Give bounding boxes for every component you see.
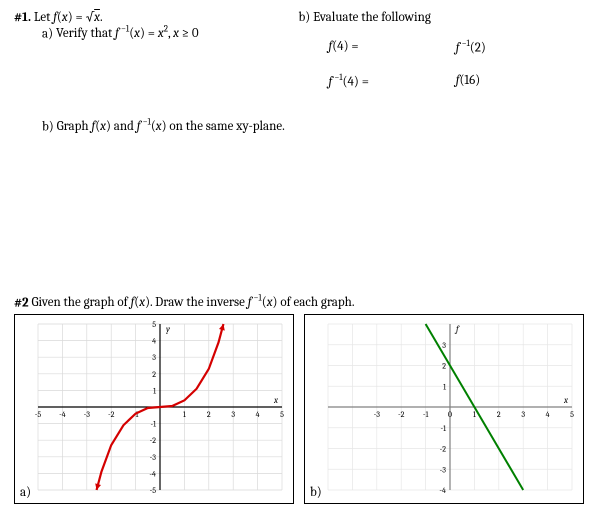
eval-item-0: f(4) = bbox=[329, 39, 456, 55]
eval-grid: f(4) = f −1(2) f −1(4) = f(16) bbox=[299, 39, 584, 90]
p1-let: Let f(x) = √x. bbox=[34, 10, 103, 25]
svg-text:2: 2 bbox=[497, 410, 501, 419]
svg-text:5: 5 bbox=[570, 410, 574, 419]
svg-text:3: 3 bbox=[231, 410, 235, 419]
p1-b-graph-label: b) bbox=[42, 119, 54, 134]
svg-text:-1: -1 bbox=[150, 420, 156, 429]
svg-text:0: 0 bbox=[448, 410, 452, 419]
svg-text:-1: -1 bbox=[440, 424, 446, 433]
svg-text:3: 3 bbox=[152, 354, 156, 363]
problem-2-heading: #2 Given the graph of f(x). Draw the inv… bbox=[14, 294, 583, 310]
eval-item-2: f −1(4) = bbox=[329, 73, 456, 89]
graph-a-label: a) bbox=[20, 485, 31, 500]
p1-num: #1. bbox=[14, 10, 31, 25]
svg-text:-2: -2 bbox=[440, 445, 447, 454]
svg-text:-5: -5 bbox=[150, 486, 157, 495]
eval-item-1: f −1(2) bbox=[456, 39, 583, 55]
svg-text:-2: -2 bbox=[150, 437, 157, 446]
svg-text:-4: -4 bbox=[59, 410, 66, 419]
svg-text:-4: -4 bbox=[439, 486, 446, 495]
graph-a-box: -5-4-3-2-112345-5-4-3-2-112345xy a) bbox=[14, 314, 294, 504]
eval-item-3: f(16) bbox=[456, 73, 583, 89]
svg-text:2: 2 bbox=[442, 362, 446, 371]
spacer bbox=[14, 134, 583, 294]
p1-part-b-graph: b) Graph f(x) and f −1(x) on the same xy… bbox=[42, 118, 583, 134]
p1-a-text: Verify that f −1(x) = x2, x ≥ 0 bbox=[56, 26, 199, 41]
p2-num: #2 bbox=[14, 295, 29, 310]
svg-text:4: 4 bbox=[256, 410, 260, 419]
svg-text:4: 4 bbox=[546, 410, 550, 419]
svg-text:1: 1 bbox=[183, 410, 186, 419]
svg-text:1: 1 bbox=[473, 410, 476, 419]
svg-text:-3: -3 bbox=[374, 410, 381, 419]
svg-text:-3: -3 bbox=[440, 466, 447, 475]
svg-text:-3: -3 bbox=[150, 453, 157, 462]
graphs-row: -5-4-3-2-112345-5-4-3-2-112345xy a) -3-2… bbox=[14, 314, 583, 504]
graph-b-svg: -3-2-1012345-4-3-2-1123xf bbox=[304, 314, 584, 504]
svg-text:-2: -2 bbox=[398, 410, 405, 419]
svg-text:2: 2 bbox=[207, 410, 211, 419]
svg-text:1: 1 bbox=[443, 383, 446, 392]
svg-text:-2: -2 bbox=[108, 410, 115, 419]
graph-a-svg: -5-4-3-2-112345-5-4-3-2-112345xy bbox=[14, 314, 294, 504]
problem-1: #1. Let f(x) = √x. a) Verify that f −1(x… bbox=[14, 10, 583, 90]
graph-b-label: b) bbox=[310, 485, 322, 500]
svg-text:2: 2 bbox=[152, 370, 156, 379]
p2-text: Given the graph of f(x). Draw the invers… bbox=[32, 295, 355, 310]
svg-text:-5: -5 bbox=[35, 410, 42, 419]
svg-text:3: 3 bbox=[521, 410, 525, 419]
svg-text:4: 4 bbox=[152, 337, 156, 346]
svg-text:1: 1 bbox=[153, 387, 156, 396]
svg-text:5: 5 bbox=[280, 410, 284, 419]
p1-b-eval-label: b) Evaluate the following bbox=[299, 10, 584, 25]
problem-1-left: #1. Let f(x) = √x. a) Verify that f −1(x… bbox=[14, 10, 287, 90]
svg-text:-3: -3 bbox=[84, 410, 91, 419]
svg-text:-4: -4 bbox=[149, 470, 156, 479]
p1-part-a: a) Verify that f −1(x) = x2, x ≥ 0 bbox=[42, 25, 287, 41]
p1-b-graph-text: Graph f(x) and f −1(x) on the same xy-pl… bbox=[57, 119, 285, 134]
svg-text:-1: -1 bbox=[423, 410, 429, 419]
svg-text:y: y bbox=[166, 325, 170, 335]
problem-1-right: b) Evaluate the following f(4) = f −1(2)… bbox=[299, 10, 584, 90]
svg-text:5: 5 bbox=[152, 320, 156, 329]
graph-b-box: -3-2-1012345-4-3-2-1123xf b) bbox=[304, 314, 584, 504]
problem-1-heading: #1. Let f(x) = √x. bbox=[14, 10, 287, 25]
svg-text:3: 3 bbox=[442, 341, 446, 350]
p1-a-label: a) bbox=[42, 26, 53, 41]
